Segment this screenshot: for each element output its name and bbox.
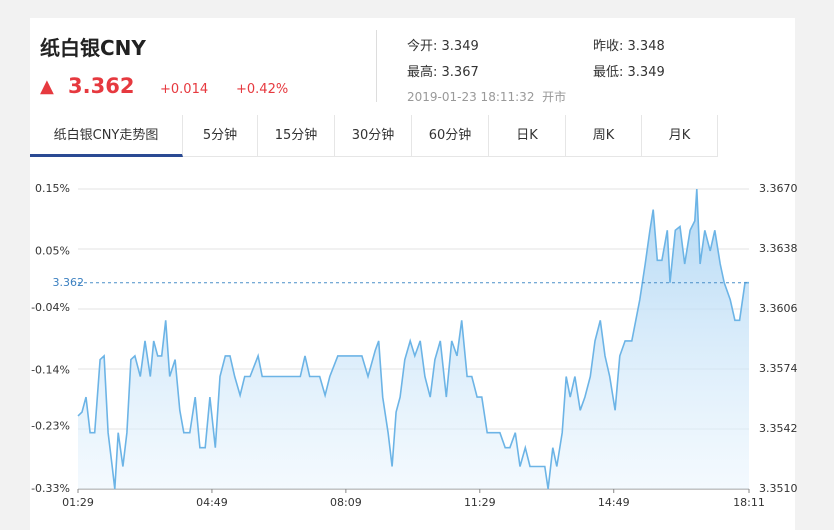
arrow: ▲ <box>40 76 54 97</box>
x-tick-label: 18:11 <box>733 496 765 509</box>
line <box>77 188 749 490</box>
y-tick-label: 3.3638 <box>759 242 798 255</box>
quote: 最低: 3.349 <box>593 61 665 80</box>
y-tick-label: 3.3574 <box>759 362 798 375</box>
quote-label: 最高: <box>407 65 438 80</box>
quote-label: 今开: <box>407 39 438 54</box>
quote-label: 最低: <box>593 65 624 80</box>
tab[interactable]: 周K <box>566 115 642 157</box>
y2-tick-label: -0.04% <box>31 301 70 314</box>
quote: 今开: 3.349 <box>407 35 479 54</box>
status: 开市 <box>542 90 567 104</box>
x-tick-label: 14:49 <box>598 496 630 509</box>
y2-tick-label: -0.23% <box>31 420 70 433</box>
y-tick-label: 3.3670 <box>759 182 798 195</box>
instrument-name: 纸白银CNY <box>40 36 146 60</box>
quote-value: 3.349 <box>441 39 479 54</box>
tab[interactable]: 60分钟 <box>412 115 489 157</box>
time: 2019-01-23 18:11:32 <box>407 90 535 104</box>
tabs: 纸白银CNY走势图 5分钟 15分钟 30分钟 60分钟 日K 周K 月K <box>30 115 718 157</box>
x-tick-label: 11:29 <box>464 496 496 509</box>
y-tick-label: 3.3606 <box>759 302 798 315</box>
last-price-label: 3.362 <box>53 276 85 289</box>
tab[interactable]: 月K <box>642 115 718 157</box>
divider <box>376 30 377 102</box>
quote-value: 3.349 <box>627 65 665 80</box>
tab[interactable]: 纸白银CNY走势图 <box>30 115 183 157</box>
quote: 昨收: 3.348 <box>593 35 665 54</box>
timestamp: 2019-01-23 18:11:32 开市 <box>407 88 566 105</box>
change: +0.014 <box>160 82 209 97</box>
tab[interactable]: 15分钟 <box>258 115 335 157</box>
price: 3.362 <box>68 74 135 98</box>
y-tick-label: 3.3542 <box>759 422 798 435</box>
x-tick-label: 04:49 <box>196 496 228 509</box>
x-tick-label: 01:29 <box>62 496 94 509</box>
y2-tick-label: -0.14% <box>31 363 70 376</box>
area <box>78 189 749 489</box>
change-pct: +0.42% <box>236 82 289 97</box>
quote: 最高: 3.367 <box>407 61 479 80</box>
y2-tick-label: -0.33% <box>31 482 70 495</box>
quote-label: 昨收: <box>593 39 624 54</box>
quote-value: 3.367 <box>441 65 479 80</box>
y-tick-label: 3.3510 <box>759 482 798 495</box>
y2-tick-label: 0.15% <box>35 182 70 195</box>
tab[interactable]: 5分钟 <box>183 115 258 157</box>
tab[interactable]: 日K <box>489 115 566 157</box>
quote-value: 3.348 <box>627 39 665 54</box>
tab[interactable]: 30分钟 <box>335 115 412 157</box>
y2-tick-label: 0.05% <box>35 245 70 258</box>
x-tick-label: 08:09 <box>330 496 362 509</box>
